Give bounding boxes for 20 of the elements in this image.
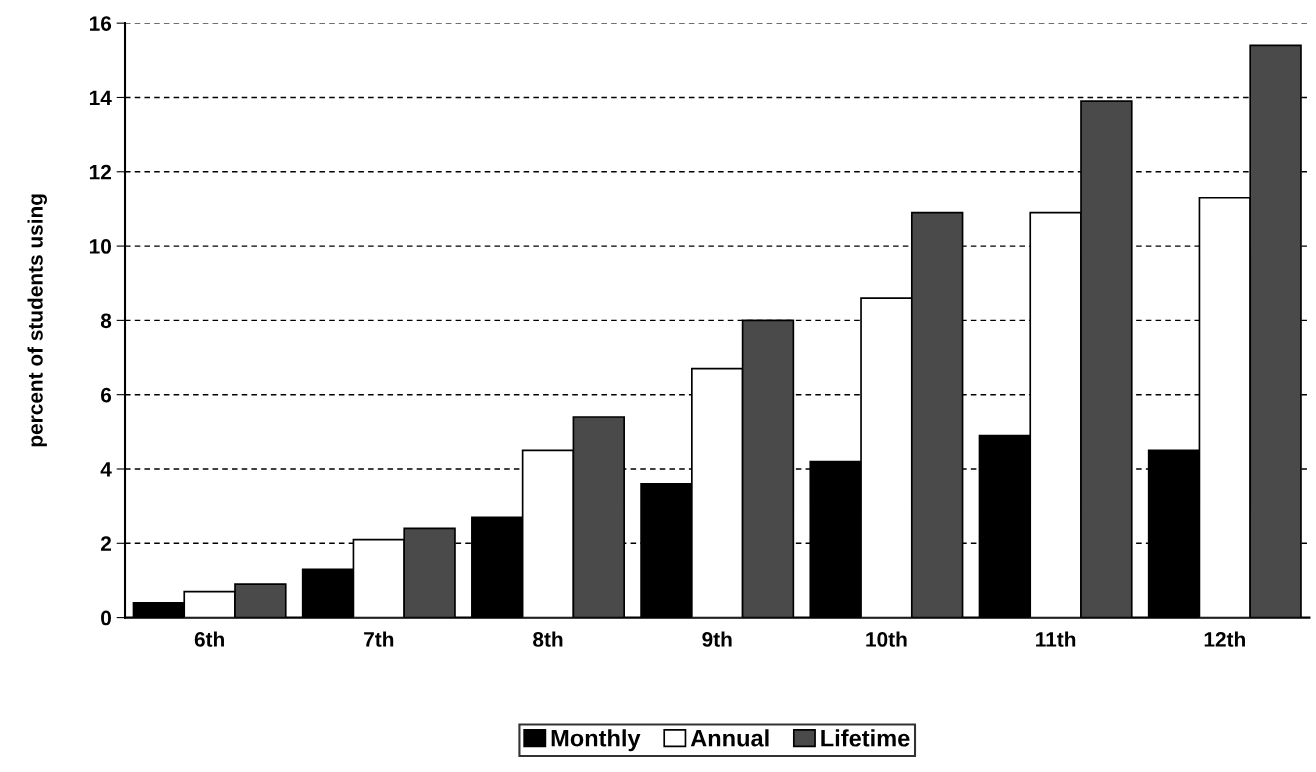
- y-tick-label: 14: [89, 90, 112, 106]
- y-axis-title: percent of students using: [27, 194, 47, 447]
- legend-label: Monthly: [551, 729, 641, 752]
- legend-label: Lifetime: [821, 729, 910, 747]
- y-tick-label: 12: [89, 164, 111, 180]
- x-tick-label: 9th: [702, 631, 732, 647]
- y-tick-label: 8: [100, 313, 112, 329]
- y-tick-label: 0: [101, 610, 111, 626]
- x-tick-label: 6th: [194, 631, 224, 647]
- x-tick-label: 7th: [364, 631, 394, 647]
- y-tick-label: 2: [100, 536, 111, 551]
- x-tick-label: 10th: [866, 631, 907, 647]
- x-tick-label: 12th: [1204, 631, 1245, 647]
- legend-label: Annual: [690, 729, 769, 747]
- y-tick-label: 6: [101, 387, 112, 403]
- y-tick-label: 10: [89, 239, 111, 254]
- x-tick-label: 11th: [1036, 631, 1076, 647]
- y-tick-label: 4: [100, 462, 112, 477]
- y-tick-label: 16: [89, 16, 112, 31]
- x-tick-label: 8th: [533, 631, 563, 647]
